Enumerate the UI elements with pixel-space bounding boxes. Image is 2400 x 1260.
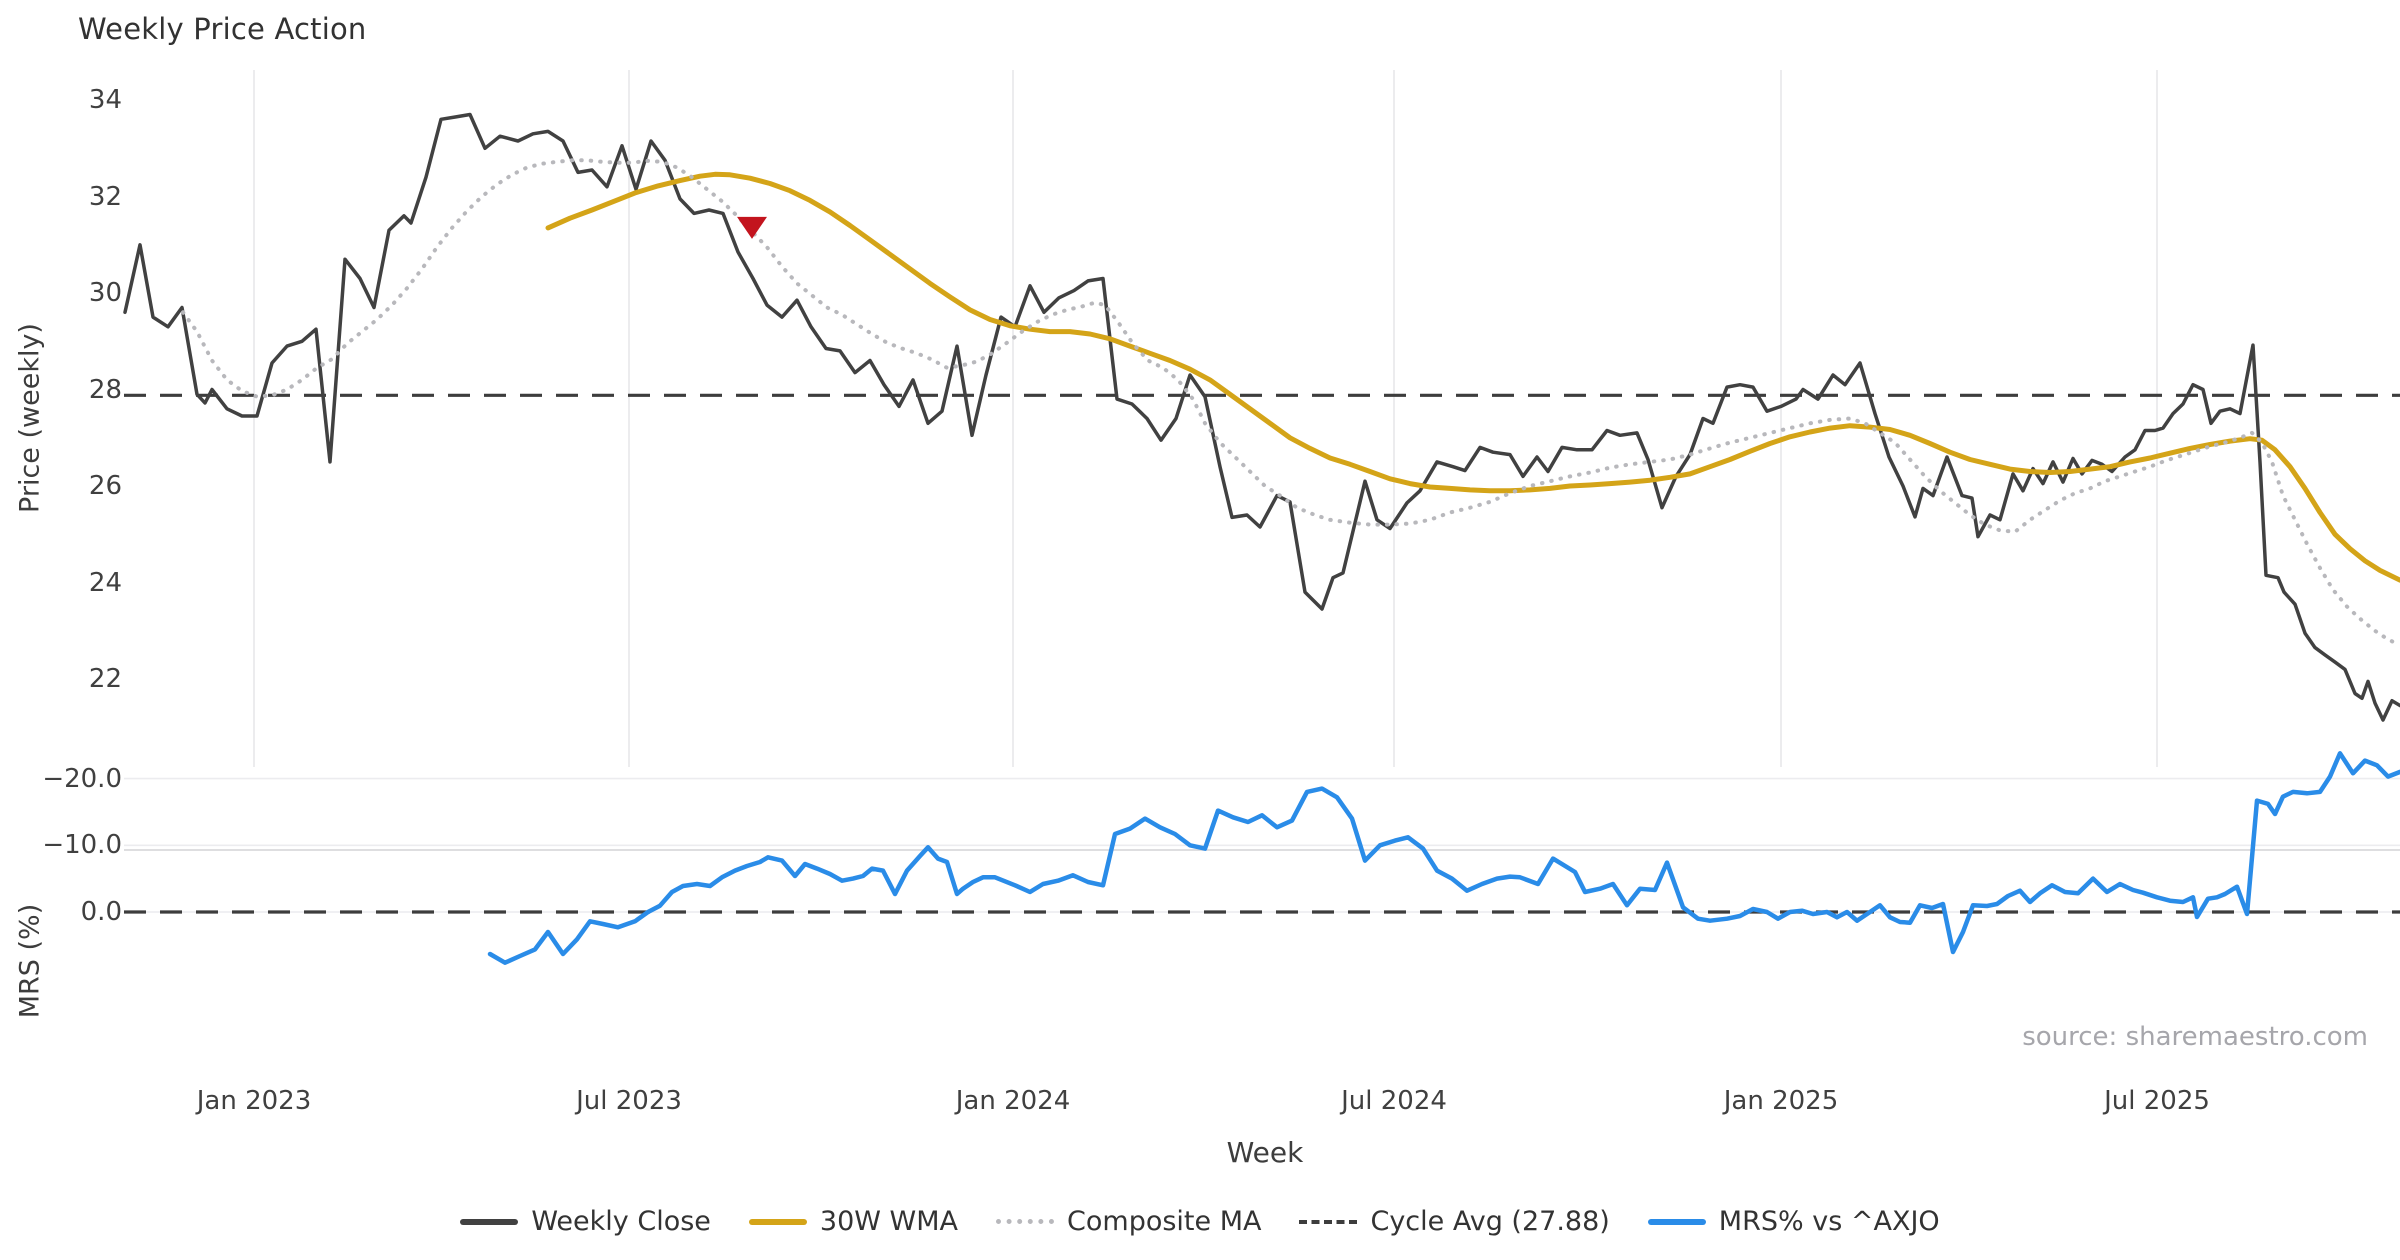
legend-label: Weekly Close [531, 1206, 711, 1237]
price-tick-28: 28 [88, 374, 122, 405]
price-tick-30: 30 [88, 278, 122, 308]
week-tick-jan-2024: Jan 2024 [955, 1086, 1071, 1116]
mrs-tick-0: 0.0 [80, 897, 122, 927]
week-tick-jan-2025: Jan 2025 [1723, 1086, 1839, 1116]
week-tick-jul-2025: Jul 2025 [2104, 1086, 2210, 1116]
chart-title: Weekly Price Action [78, 12, 367, 46]
price-tick-32: 32 [88, 181, 122, 212]
price-tick-34: 34 [88, 85, 122, 115]
week-tick-jul-2024: Jul 2024 [1341, 1086, 1447, 1116]
price-tick-26: 26 [88, 471, 122, 501]
series-30w-wma [545, 171, 2400, 583]
legend-swatch-solid [748, 1218, 807, 1225]
legend-label: Cycle Avg (27.88) [1370, 1206, 1610, 1237]
series-mrs-vs-axjo [487, 751, 2400, 965]
legend-item-composite-ma: Composite MA [996, 1206, 1261, 1237]
week-tick-jul-2023: Jul 2023 [576, 1086, 682, 1116]
chart-legend: Weekly Close 30W WMA Composite MA Cycle Avg… [0, 1206, 2400, 1237]
week-axis-label: Week [1226, 1136, 1304, 1169]
legend-label: Composite MA [1067, 1206, 1262, 1237]
legend-swatch-dashed [1299, 1219, 1358, 1224]
legend-item-cycle-avg-27-88-: Cycle Avg (27.88) [1299, 1206, 1610, 1237]
legend-item-weekly-close: Weekly Close [460, 1206, 711, 1237]
legend-item-30w-wma: 30W WMA [748, 1206, 959, 1237]
legend-swatch-dotted [996, 1219, 1055, 1224]
sell-signal-marker-icon [737, 216, 767, 239]
series-composite-ma [181, 158, 2400, 648]
series-weekly-close [123, 112, 2400, 722]
legend-label: MRS% vs ^AXJO [1718, 1206, 1940, 1237]
legend-swatch-solid [460, 1218, 519, 1225]
price-tick-24: 24 [88, 567, 122, 598]
price-tick-22: 22 [88, 664, 122, 694]
mrs-tick--20: −20.0 [42, 763, 122, 794]
week-tick-jan-2023: Jan 2023 [196, 1086, 312, 1116]
source-note: source: sharemaestro.com [2022, 1022, 2368, 1052]
legend-label: 30W WMA [819, 1206, 959, 1237]
legend-item-mrs-vs-axjo: MRS% vs ^AXJO [1647, 1206, 1940, 1237]
legend-swatch-solid [1647, 1218, 1706, 1225]
mrs-tick--10: −10.0 [42, 830, 122, 861]
